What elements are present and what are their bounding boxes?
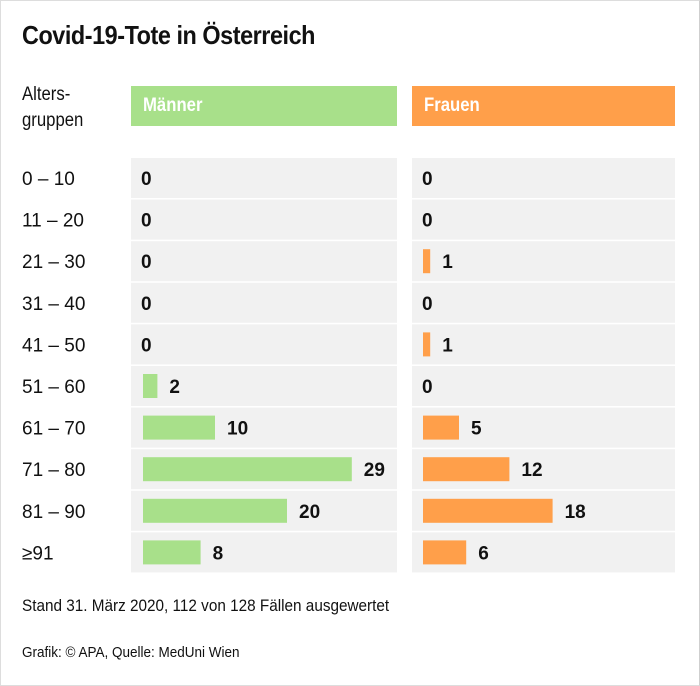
legend-men-label: Männer <box>143 95 203 116</box>
legend-men: Männer <box>131 86 397 126</box>
bar-women <box>423 332 431 357</box>
legend-women: Frauen <box>412 86 675 126</box>
bar-men <box>143 374 158 398</box>
age-group-label: 51 – 60 <box>22 377 85 398</box>
value-label-men: 20 <box>299 502 320 523</box>
row-background <box>412 282 675 323</box>
age-group-label: 0 – 10 <box>22 169 75 190</box>
value-label-women: 0 <box>422 377 433 398</box>
row-background <box>412 158 675 198</box>
age-group-label: ≥91 <box>22 543 54 564</box>
value-label-women: 0 <box>422 211 433 232</box>
value-label-women: 12 <box>521 460 542 481</box>
row-background <box>131 324 397 365</box>
value-label-women: 18 <box>565 502 586 523</box>
chart-note: Stand 31. März 2020, 112 von 128 Fällen … <box>22 596 390 615</box>
chart-credit: Grafik: © APA, Quelle: MedUni Wien <box>22 644 240 661</box>
age-group-label: 71 – 80 <box>22 460 85 481</box>
bar-women <box>423 457 510 482</box>
value-label-men: 0 <box>141 252 152 273</box>
age-group-label: 21 – 30 <box>22 252 85 273</box>
value-label-women: 0 <box>422 294 433 315</box>
value-label-men: 0 <box>141 211 152 232</box>
value-label-women: 6 <box>478 543 489 564</box>
value-label-men: 2 <box>169 377 180 398</box>
age-group-header: Alters- gruppen <box>22 82 83 134</box>
bar-men <box>143 540 201 565</box>
row-background <box>412 324 675 365</box>
value-label-women: 0 <box>422 169 433 190</box>
row-background <box>131 366 397 406</box>
row-background <box>412 366 675 406</box>
bar-women <box>423 249 431 274</box>
bar-men <box>143 457 352 482</box>
bar-women <box>423 540 467 565</box>
bar-women <box>423 498 553 523</box>
row-background <box>412 199 675 240</box>
row-background <box>412 241 675 282</box>
age-group-label: 31 – 40 <box>22 294 85 315</box>
row-background <box>131 241 397 282</box>
row-background <box>131 282 397 323</box>
value-label-women: 1 <box>442 252 453 273</box>
value-label-women: 5 <box>471 419 482 440</box>
age-group-header-line-1: Alters- <box>22 84 71 105</box>
row-background <box>131 199 397 240</box>
chart-title: Covid-19-Tote in Österreich <box>22 20 315 50</box>
age-group-header-line-2: gruppen <box>22 110 84 131</box>
legend-women-label: Frauen <box>424 95 480 116</box>
bar-men <box>143 498 287 523</box>
bar-women <box>423 415 459 440</box>
value-label-men: 0 <box>141 294 152 315</box>
value-label-men: 0 <box>141 335 152 356</box>
age-group-label: 81 – 90 <box>22 502 85 523</box>
value-label-men: 8 <box>213 543 224 564</box>
age-group-label: 61 – 70 <box>22 419 85 440</box>
value-label-men: 10 <box>227 419 248 440</box>
age-group-label: 11 – 20 <box>22 211 84 232</box>
bar-chart: 0 – 10 0 011 – 20 0 021 – 30 0 131 – 40 0 041 – … <box>22 158 675 573</box>
age-group-label: 41 – 50 <box>22 335 85 356</box>
bar-men <box>143 415 215 440</box>
value-label-men: 29 <box>364 460 385 481</box>
value-label-men: 0 <box>141 169 152 190</box>
row-background <box>131 158 397 198</box>
value-label-women: 1 <box>442 335 453 356</box>
